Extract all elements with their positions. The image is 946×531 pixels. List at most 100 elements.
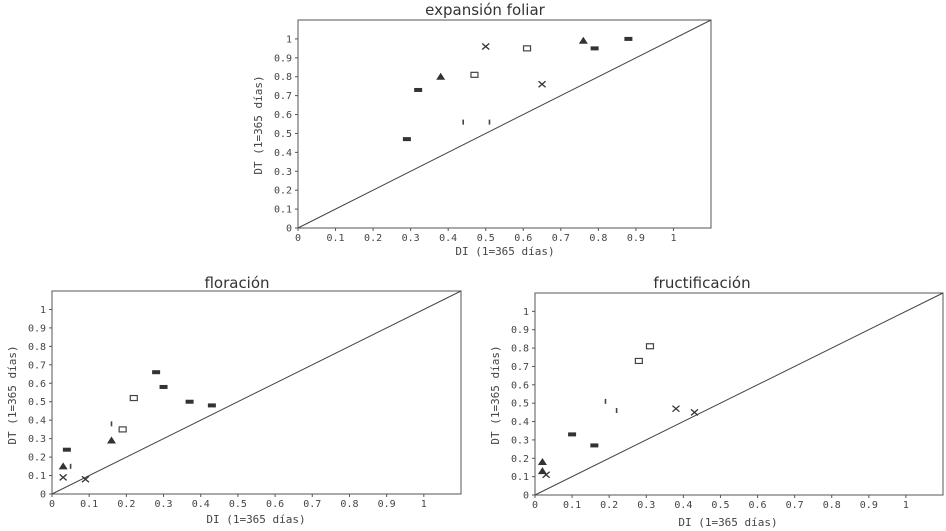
x-axis-label: DI (1=365 días) (455, 245, 554, 258)
data-point-x (59, 473, 68, 481)
x-tick-label: 0.2 (364, 233, 382, 244)
y-tick-label: 1 (523, 307, 529, 318)
y-tick-label: 0.6 (511, 380, 529, 391)
x-tick-label: 0.7 (786, 500, 804, 511)
y-tick-label: 0.1 (511, 472, 529, 483)
y-tick-label: 0.2 (511, 454, 529, 465)
x-tick-label: 0.9 (378, 499, 396, 510)
x-tick-label: 0.2 (600, 500, 618, 511)
x-tick-label: 0.5 (711, 500, 729, 511)
x-tick-label: 1 (903, 500, 909, 511)
x-tick-label: 0.7 (303, 499, 321, 510)
x-tick-label: 0.4 (192, 499, 210, 510)
data-point-x (690, 408, 699, 416)
y-tick-label: 0.8 (511, 344, 529, 355)
x-tick-label: 0 (532, 500, 538, 511)
y-tick-label: 0.4 (28, 416, 46, 427)
data-point-bar (207, 403, 216, 408)
data-point-square (634, 357, 643, 365)
data-point-x (672, 405, 680, 413)
y-tick-label: 0.7 (274, 91, 292, 102)
data-point-bar (414, 87, 423, 92)
y-tick-label: 0.5 (28, 397, 46, 408)
data-point-x (542, 471, 551, 479)
chart-title: fructificación (653, 274, 750, 292)
data-point-square (129, 394, 138, 402)
x-tick-label: 0.6 (266, 499, 284, 510)
data-point-triangle (537, 457, 547, 465)
chart-floracion: floración DI (1=365 días) DT (1=365 días… (6, 274, 462, 526)
y-tick-label: 0.8 (28, 342, 46, 353)
plot-frame (51, 290, 462, 495)
y-tick-label: 0 (286, 224, 292, 235)
y-tick-label: 0.7 (28, 360, 46, 371)
y-tick-label: 0.3 (511, 435, 529, 446)
data-point-square (470, 71, 479, 78)
y-tick-label: 0.9 (28, 323, 46, 334)
data-point-bar (62, 447, 71, 452)
data-point-tick (488, 119, 491, 125)
x-tick-label: 0.5 (229, 499, 247, 510)
y-tick-label: 0.9 (511, 325, 529, 336)
diagonal-reference-line (51, 290, 462, 495)
data-point-bar (159, 384, 168, 389)
data-point-bar (185, 399, 194, 404)
x-tick-label: 0.7 (552, 233, 570, 244)
chart-expansion-foliar: expansión foliar DI (1=365 días) DT (1=3… (252, 1, 712, 258)
data-point-tick (604, 398, 607, 404)
x-tick-label: 0 (49, 499, 55, 510)
y-tick-label: 0 (523, 491, 529, 502)
x-axis-label: DI (1=365 días) (678, 516, 777, 529)
data-point-bar (568, 432, 577, 437)
data-point-square (645, 343, 655, 350)
y-tick-label: 0.6 (274, 110, 292, 121)
y-tick-label: 0.3 (28, 434, 46, 445)
diagonal-reference-line (297, 19, 712, 229)
chart-title: expansión foliar (425, 1, 545, 19)
y-tick-label: 0.4 (511, 417, 529, 428)
y-tick-label: 0.4 (274, 148, 292, 159)
x-tick-label: 0.1 (563, 500, 581, 511)
x-tick-label: 0.9 (860, 500, 878, 511)
data-point-bar (402, 137, 411, 142)
x-tick-label: 0.3 (155, 499, 173, 510)
data-point-bar (624, 36, 633, 41)
data-point-square (522, 45, 532, 52)
y-tick-label: 0.1 (28, 471, 46, 482)
data-point-bar (152, 370, 161, 375)
x-tick-label: 0.8 (589, 233, 607, 244)
x-tick-label: 0.9 (627, 233, 645, 244)
plot-frame (534, 292, 944, 496)
data-point-square (118, 426, 127, 433)
data-point-bar (590, 46, 599, 51)
y-tick-label: 1 (40, 305, 46, 316)
y-axis-label: DT (1=365 días) (252, 75, 265, 174)
chart-fructificacion: fructificación DI (1=365 días) DT (1=365… (489, 274, 944, 529)
data-point-triangle (106, 436, 116, 444)
data-point-triangle (436, 72, 446, 80)
y-tick-label: 0.5 (274, 129, 292, 140)
chart-title: floración (204, 274, 269, 292)
x-tick-label: 0.6 (749, 500, 767, 511)
y-tick-label: 0.2 (28, 453, 46, 464)
y-tick-label: 0.8 (274, 72, 292, 83)
x-tick-label: 0.1 (80, 499, 98, 510)
data-point-tick (462, 119, 464, 125)
x-tick-label: 0 (295, 233, 301, 244)
x-tick-label: 0.1 (327, 233, 345, 244)
y-tick-label: 0 (40, 490, 46, 501)
y-tick-label: 0.6 (28, 379, 46, 390)
data-point-tick (69, 463, 72, 469)
data-point-tick (615, 408, 618, 414)
y-tick-label: 0.1 (274, 205, 292, 216)
x-tick-label: 1 (670, 233, 676, 244)
y-axis-label: DT (1=365 días) (489, 345, 502, 444)
x-tick-label: 0.3 (637, 500, 655, 511)
y-tick-label: 0.3 (274, 167, 292, 178)
x-tick-label: 1 (421, 499, 427, 510)
data-point-triangle (578, 36, 588, 44)
data-point-x (481, 42, 490, 50)
data-point-triangle (537, 467, 547, 475)
y-tick-label: 0.5 (511, 399, 529, 410)
